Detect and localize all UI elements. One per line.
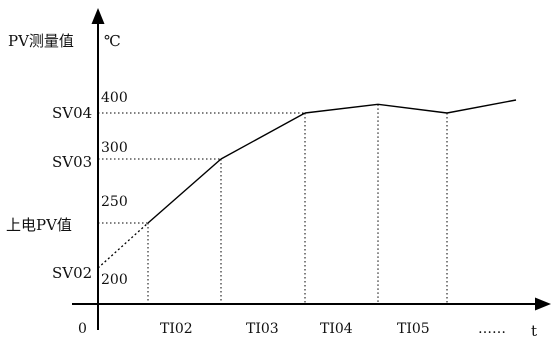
x-segment-ti05: TI05 bbox=[397, 321, 430, 337]
x-segment-ti02: TI02 bbox=[160, 321, 193, 337]
level-value-300: 300 bbox=[101, 140, 128, 156]
level-label-power-on-pv: 上电PV值 bbox=[6, 216, 72, 234]
curve-segment-4 bbox=[304, 103, 379, 114]
y-axis-arrow bbox=[91, 8, 105, 24]
level-label-sv04: SV04 bbox=[52, 104, 92, 122]
x-segment-ellipsis: …… bbox=[478, 321, 506, 337]
origin-label: 0 bbox=[78, 321, 87, 337]
x-axis-arrow bbox=[535, 297, 551, 311]
y-axis-label: PV测量值 bbox=[8, 32, 74, 50]
curve-segment-2 bbox=[147, 158, 222, 224]
level-label-sv02: SV02 bbox=[52, 264, 92, 282]
guide-lines bbox=[98, 104, 448, 304]
y-axis-unit: ℃ bbox=[104, 32, 121, 50]
level-value-250: 250 bbox=[101, 194, 128, 210]
level-label-sv03: SV03 bbox=[52, 153, 92, 171]
curve-segment-1 bbox=[97, 222, 149, 269]
curve-segment-6 bbox=[446, 99, 517, 114]
level-value-400: 400 bbox=[101, 90, 128, 106]
x-segment-ti03: TI03 bbox=[246, 321, 279, 337]
x-segment-ti04: TI04 bbox=[320, 321, 353, 337]
pv-curve bbox=[97, 99, 517, 269]
level-value-200: 200 bbox=[101, 272, 128, 288]
curve-segment-3 bbox=[220, 112, 306, 160]
x-axis-label: t bbox=[531, 322, 537, 339]
curve-segment-5 bbox=[377, 103, 448, 114]
